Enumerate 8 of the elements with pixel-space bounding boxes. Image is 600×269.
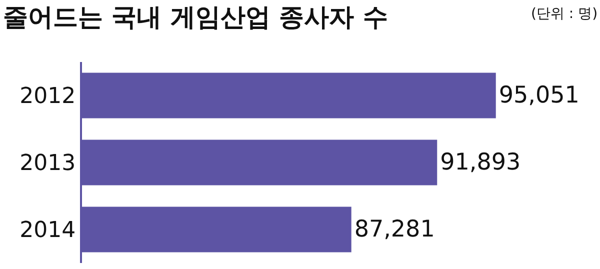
chart-title: 줄어드는 국내 게임산업 종사자 수 <box>3 2 388 32</box>
y-tick-label: 2014 <box>20 218 76 244</box>
data-label: 95,051 <box>498 82 580 108</box>
y-tick-label: 2013 <box>20 151 76 176</box>
chart-subtitle: (단위 : 명) <box>531 6 598 22</box>
y-tick-label: 2012 <box>20 84 76 110</box>
data-label: 91,893 <box>440 150 521 176</box>
data-label: 87,281 <box>354 216 435 242</box>
